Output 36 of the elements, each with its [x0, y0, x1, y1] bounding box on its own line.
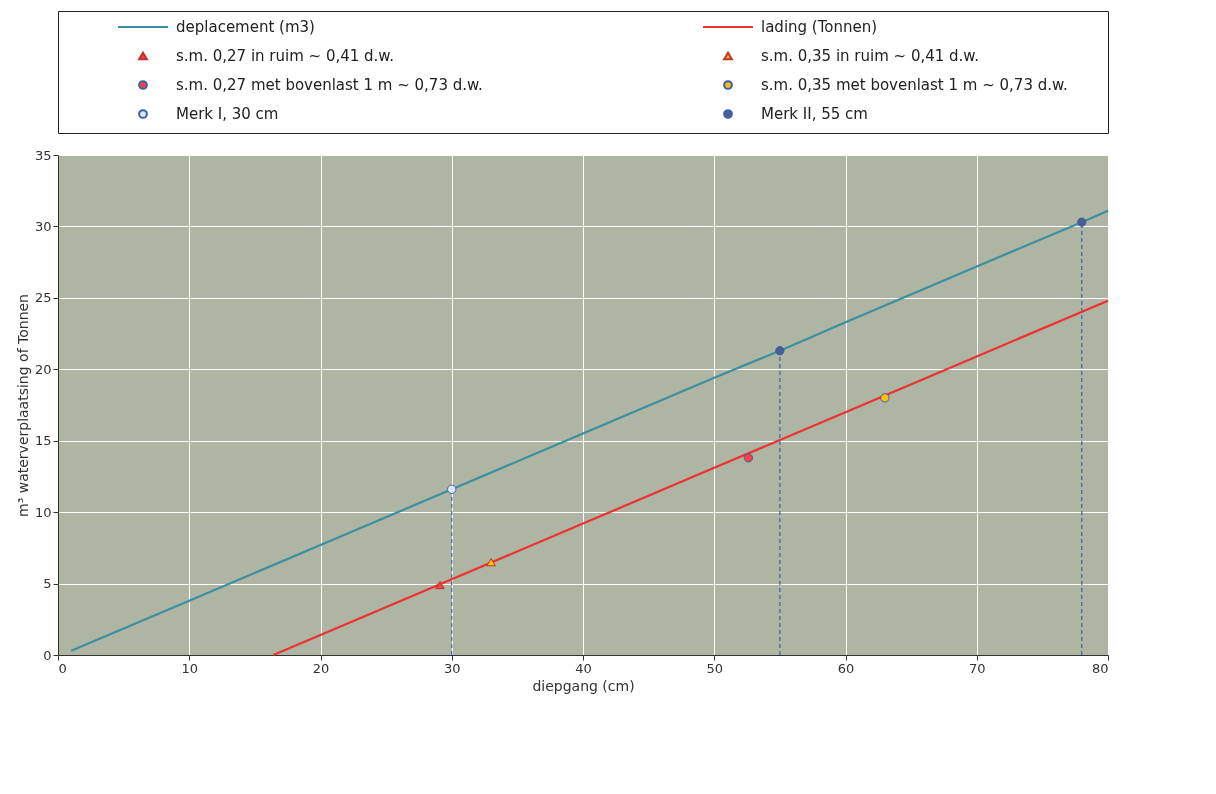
legend-label: s.m. 0,35 met bovenlast 1 m ~ 0,73 d.w. — [761, 76, 1068, 94]
line-series — [70, 209, 1110, 652]
point — [743, 453, 754, 463]
x-tick-label: 20 — [312, 660, 330, 676]
x-tick-label: 10 — [181, 660, 199, 676]
y-tick-label: 30 — [34, 218, 52, 234]
point — [1077, 217, 1087, 227]
y-tick-label: 35 — [34, 147, 52, 163]
y-axis-title: m³ waterverplaatsing of Tonnen — [14, 294, 31, 517]
x-tick-label: 50 — [706, 660, 724, 676]
legend-label: s.m. 0,27 in ruim ~ 0,41 d.w. — [176, 47, 395, 65]
y-tick-label: 0 — [43, 647, 52, 663]
point — [447, 484, 457, 494]
legend-label: s.m. 0,27 met bovenlast 1 m ~ 0,73 d.w. — [176, 76, 483, 94]
legend-label: deplacement (m3) — [176, 18, 315, 36]
legend-label: lading (Tonnen) — [761, 18, 878, 36]
y-tick-label: 5 — [43, 576, 52, 592]
y-tick-label: 25 — [34, 290, 52, 306]
x-tick-label: 60 — [837, 660, 855, 676]
point — [775, 346, 785, 356]
legend-label: Merk I, 30 cm — [176, 105, 279, 123]
x-tick-label: 80 — [1091, 660, 1109, 676]
legend-label: s.m. 0,35 in ruim ~ 0,41 d.w. — [761, 47, 980, 65]
line-series — [272, 299, 1110, 657]
x-tick-label: 0 — [58, 660, 67, 676]
y-tick-label: 10 — [34, 504, 52, 520]
y-tick-label: 15 — [34, 433, 52, 449]
x-tick-label: 30 — [443, 660, 461, 676]
point — [435, 580, 445, 590]
x-tick-label: 70 — [968, 660, 986, 676]
legend-label: Merk II, 55 cm — [761, 105, 868, 123]
x-axis-title: diepgang (cm) — [532, 677, 635, 694]
point — [880, 393, 890, 403]
y-tick-label: 20 — [34, 361, 52, 377]
x-tick-label: 40 — [575, 660, 592, 676]
point — [486, 558, 496, 567]
